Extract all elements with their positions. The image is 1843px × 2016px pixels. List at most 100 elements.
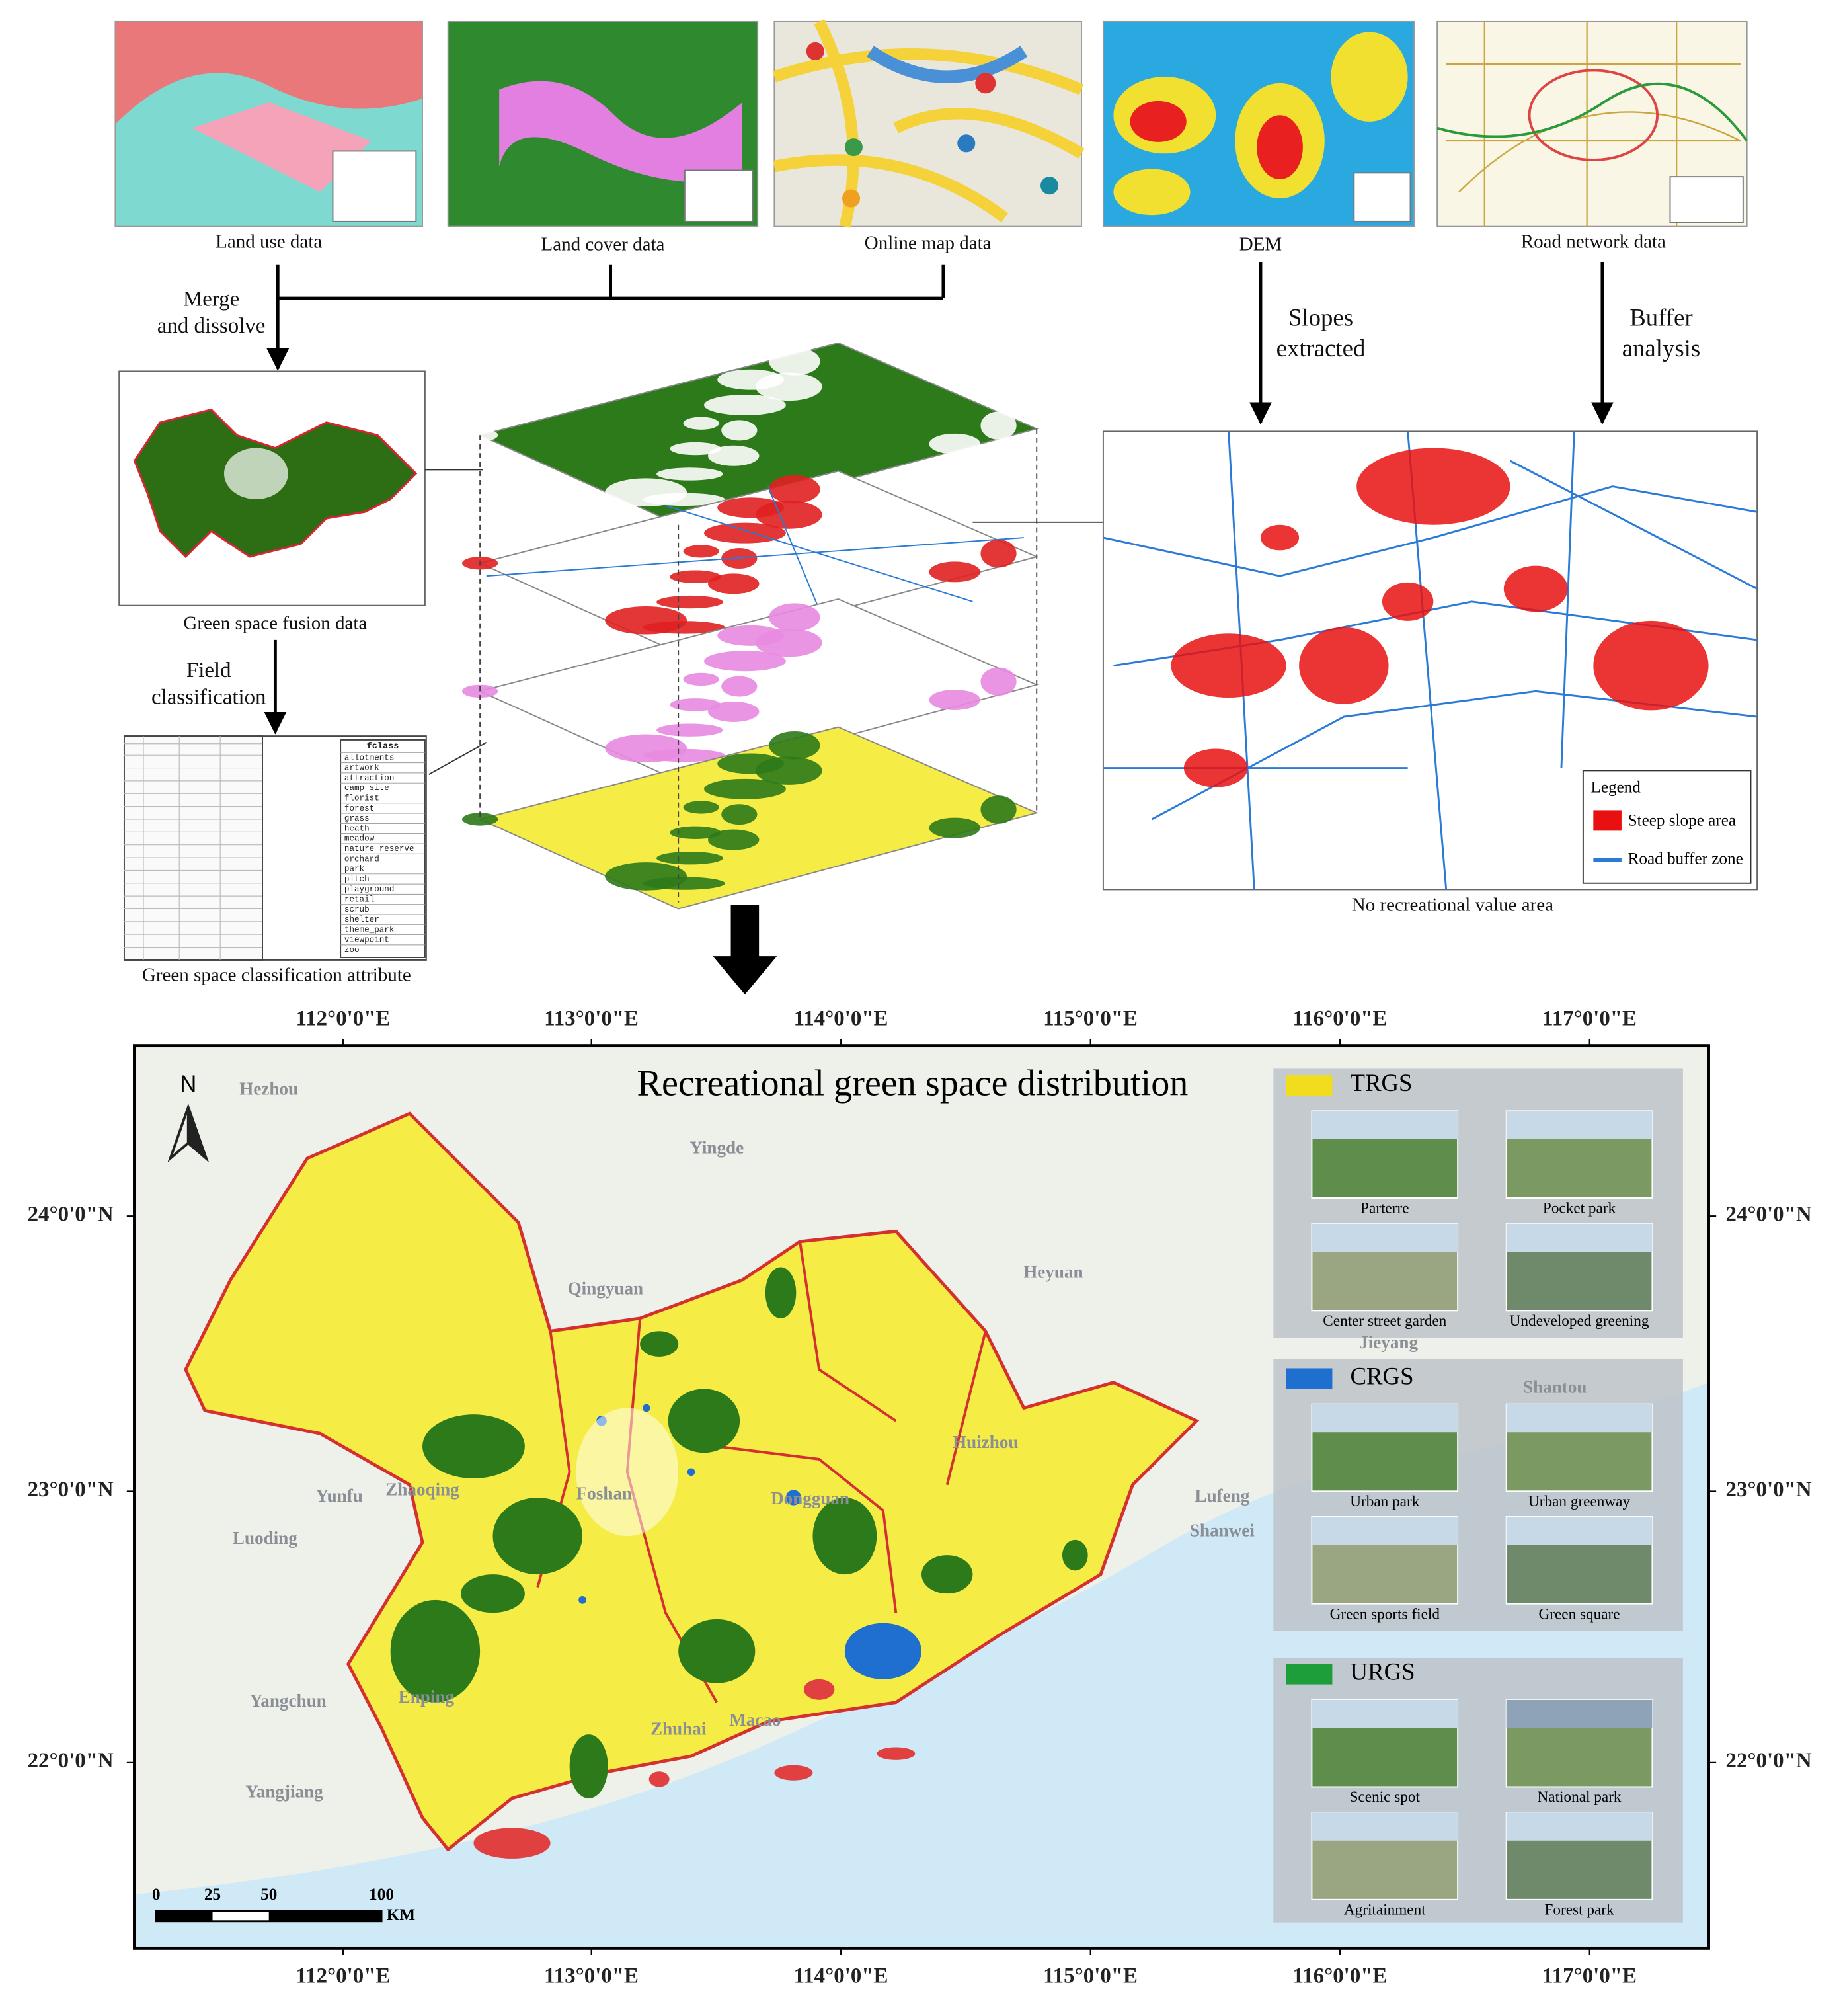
photo-sky (1312, 1404, 1458, 1433)
layer-patch (980, 667, 1017, 696)
lon-tick-label: 114°0'0"E (794, 1964, 888, 1988)
layer-patch (703, 651, 786, 672)
place-name: Yangchun (250, 1691, 327, 1711)
table-cell: viewpoint (344, 936, 389, 945)
photo-sky (1312, 1517, 1458, 1545)
scale-label: 25 (204, 1886, 221, 1904)
lon-tick-label: 117°0'0"E (1542, 1006, 1637, 1030)
table-cell: forest (344, 804, 374, 813)
input-thumbnails (114, 19, 1748, 228)
table-cell: park (344, 865, 364, 874)
photo-caption: Parterre (1360, 1200, 1409, 1217)
place-name: Zhuhai (650, 1719, 707, 1739)
classification-table (123, 735, 427, 961)
table-cell: heath (344, 824, 370, 833)
layer-patch (656, 595, 723, 609)
layer-patch (717, 369, 784, 390)
layer-patch (929, 433, 980, 454)
layer-patch (717, 497, 784, 518)
layer-patch (707, 573, 760, 594)
caption: No recreational value area (1352, 894, 1553, 915)
lat-tick-label: 22°0'0"N (1726, 1749, 1812, 1773)
layer-patch (707, 701, 760, 722)
layer-patch (703, 395, 786, 416)
table-cell: pitch (344, 875, 370, 884)
step-label: classification (151, 686, 266, 709)
lat-tick-label: 24°0'0"N (28, 1203, 114, 1227)
fusion-panel (118, 370, 426, 606)
layer-patch (707, 829, 760, 850)
step-label: Merge (183, 287, 239, 311)
step-label: analysis (1622, 335, 1700, 362)
layer-patch (929, 817, 980, 838)
steep-slope (1171, 633, 1286, 698)
lat-tick-label: 23°0'0"N (1726, 1478, 1812, 1502)
table-cell: camp_site (344, 784, 389, 793)
place-name: Jieyang (1359, 1332, 1418, 1352)
table-cell: grass (344, 814, 370, 823)
steep-slope (1503, 565, 1568, 612)
layer-patch (980, 539, 1017, 568)
place-name: Yunfu (316, 1486, 363, 1506)
caption: Green space classification attribute (142, 965, 411, 986)
layer-patch (605, 478, 687, 506)
layer-patch (462, 813, 498, 826)
scale-label: 0 (152, 1886, 161, 1904)
layer-patch (670, 826, 721, 840)
main-arrow (713, 905, 777, 995)
map-title: Recreational green space distribution (637, 1063, 1189, 1104)
photo-sky (1506, 1111, 1653, 1139)
caption: Road network data (1521, 231, 1666, 252)
caption: Green space fusion data (183, 612, 367, 633)
legend-entry: Road buffer zone (1628, 850, 1743, 868)
photo-caption: National park (1538, 1789, 1622, 1806)
place-name: Yingde (689, 1138, 744, 1158)
caption: Land cover data (541, 233, 665, 255)
steep-slope (1183, 748, 1248, 787)
layer-patch (656, 852, 723, 865)
table-cell: attraction (344, 774, 394, 783)
group-swatch (1286, 1368, 1333, 1389)
group-name: TRGS (1351, 1069, 1413, 1096)
group-name: CRGS (1351, 1362, 1414, 1389)
photo-caption: Urban greenway (1528, 1493, 1630, 1510)
place-name: Luoding (233, 1528, 297, 1548)
lon-tick-label: 114°0'0"E (794, 1006, 888, 1030)
photo-sky (1312, 1223, 1458, 1252)
north-arrow (167, 1103, 210, 1163)
table-cell: florist (344, 794, 379, 803)
photo-sky (1312, 1812, 1458, 1841)
place-name: Dongguan (771, 1488, 849, 1508)
layer-patch (683, 545, 719, 558)
table-header: fclass (367, 742, 399, 752)
lon-tick-label: 112°0'0"E (296, 1964, 391, 1988)
table-cell: artwork (344, 764, 379, 773)
layer-patch (683, 801, 719, 814)
layer-patch (717, 625, 784, 646)
table-cell: orchard (344, 854, 379, 864)
photo-sky (1506, 1404, 1653, 1433)
layer-patch (929, 561, 980, 583)
layer-patch (605, 606, 687, 635)
lon-tick-label: 113°0'0"E (544, 1964, 639, 1988)
table-cell: allotments (344, 753, 394, 762)
layer-patch (703, 522, 786, 544)
lat-tick-label: 23°0'0"N (28, 1478, 114, 1502)
photo-sky (1506, 1812, 1653, 1841)
place-name: Heyuan (1023, 1262, 1083, 1281)
layer-patch (929, 690, 980, 710)
legend-entry: Steep slope area (1628, 812, 1736, 830)
table-cell: retail (344, 895, 374, 904)
lon-tick-label: 115°0'0"E (1043, 1964, 1138, 1988)
table-cell: zoo (344, 946, 360, 955)
layer-patch (707, 445, 760, 466)
lon-tick-label: 112°0'0"E (296, 1006, 391, 1030)
legend-title: Legend (1590, 778, 1641, 796)
table-cell: meadow (344, 834, 375, 844)
photo-caption: Green square (1538, 1605, 1620, 1623)
photo-caption: Center street garden (1323, 1312, 1446, 1330)
layer-patch (670, 698, 721, 711)
scale-label: 50 (260, 1886, 277, 1904)
lon-tick-label: 116°0'0"E (1293, 1964, 1388, 1988)
photo-sky (1506, 1517, 1653, 1545)
